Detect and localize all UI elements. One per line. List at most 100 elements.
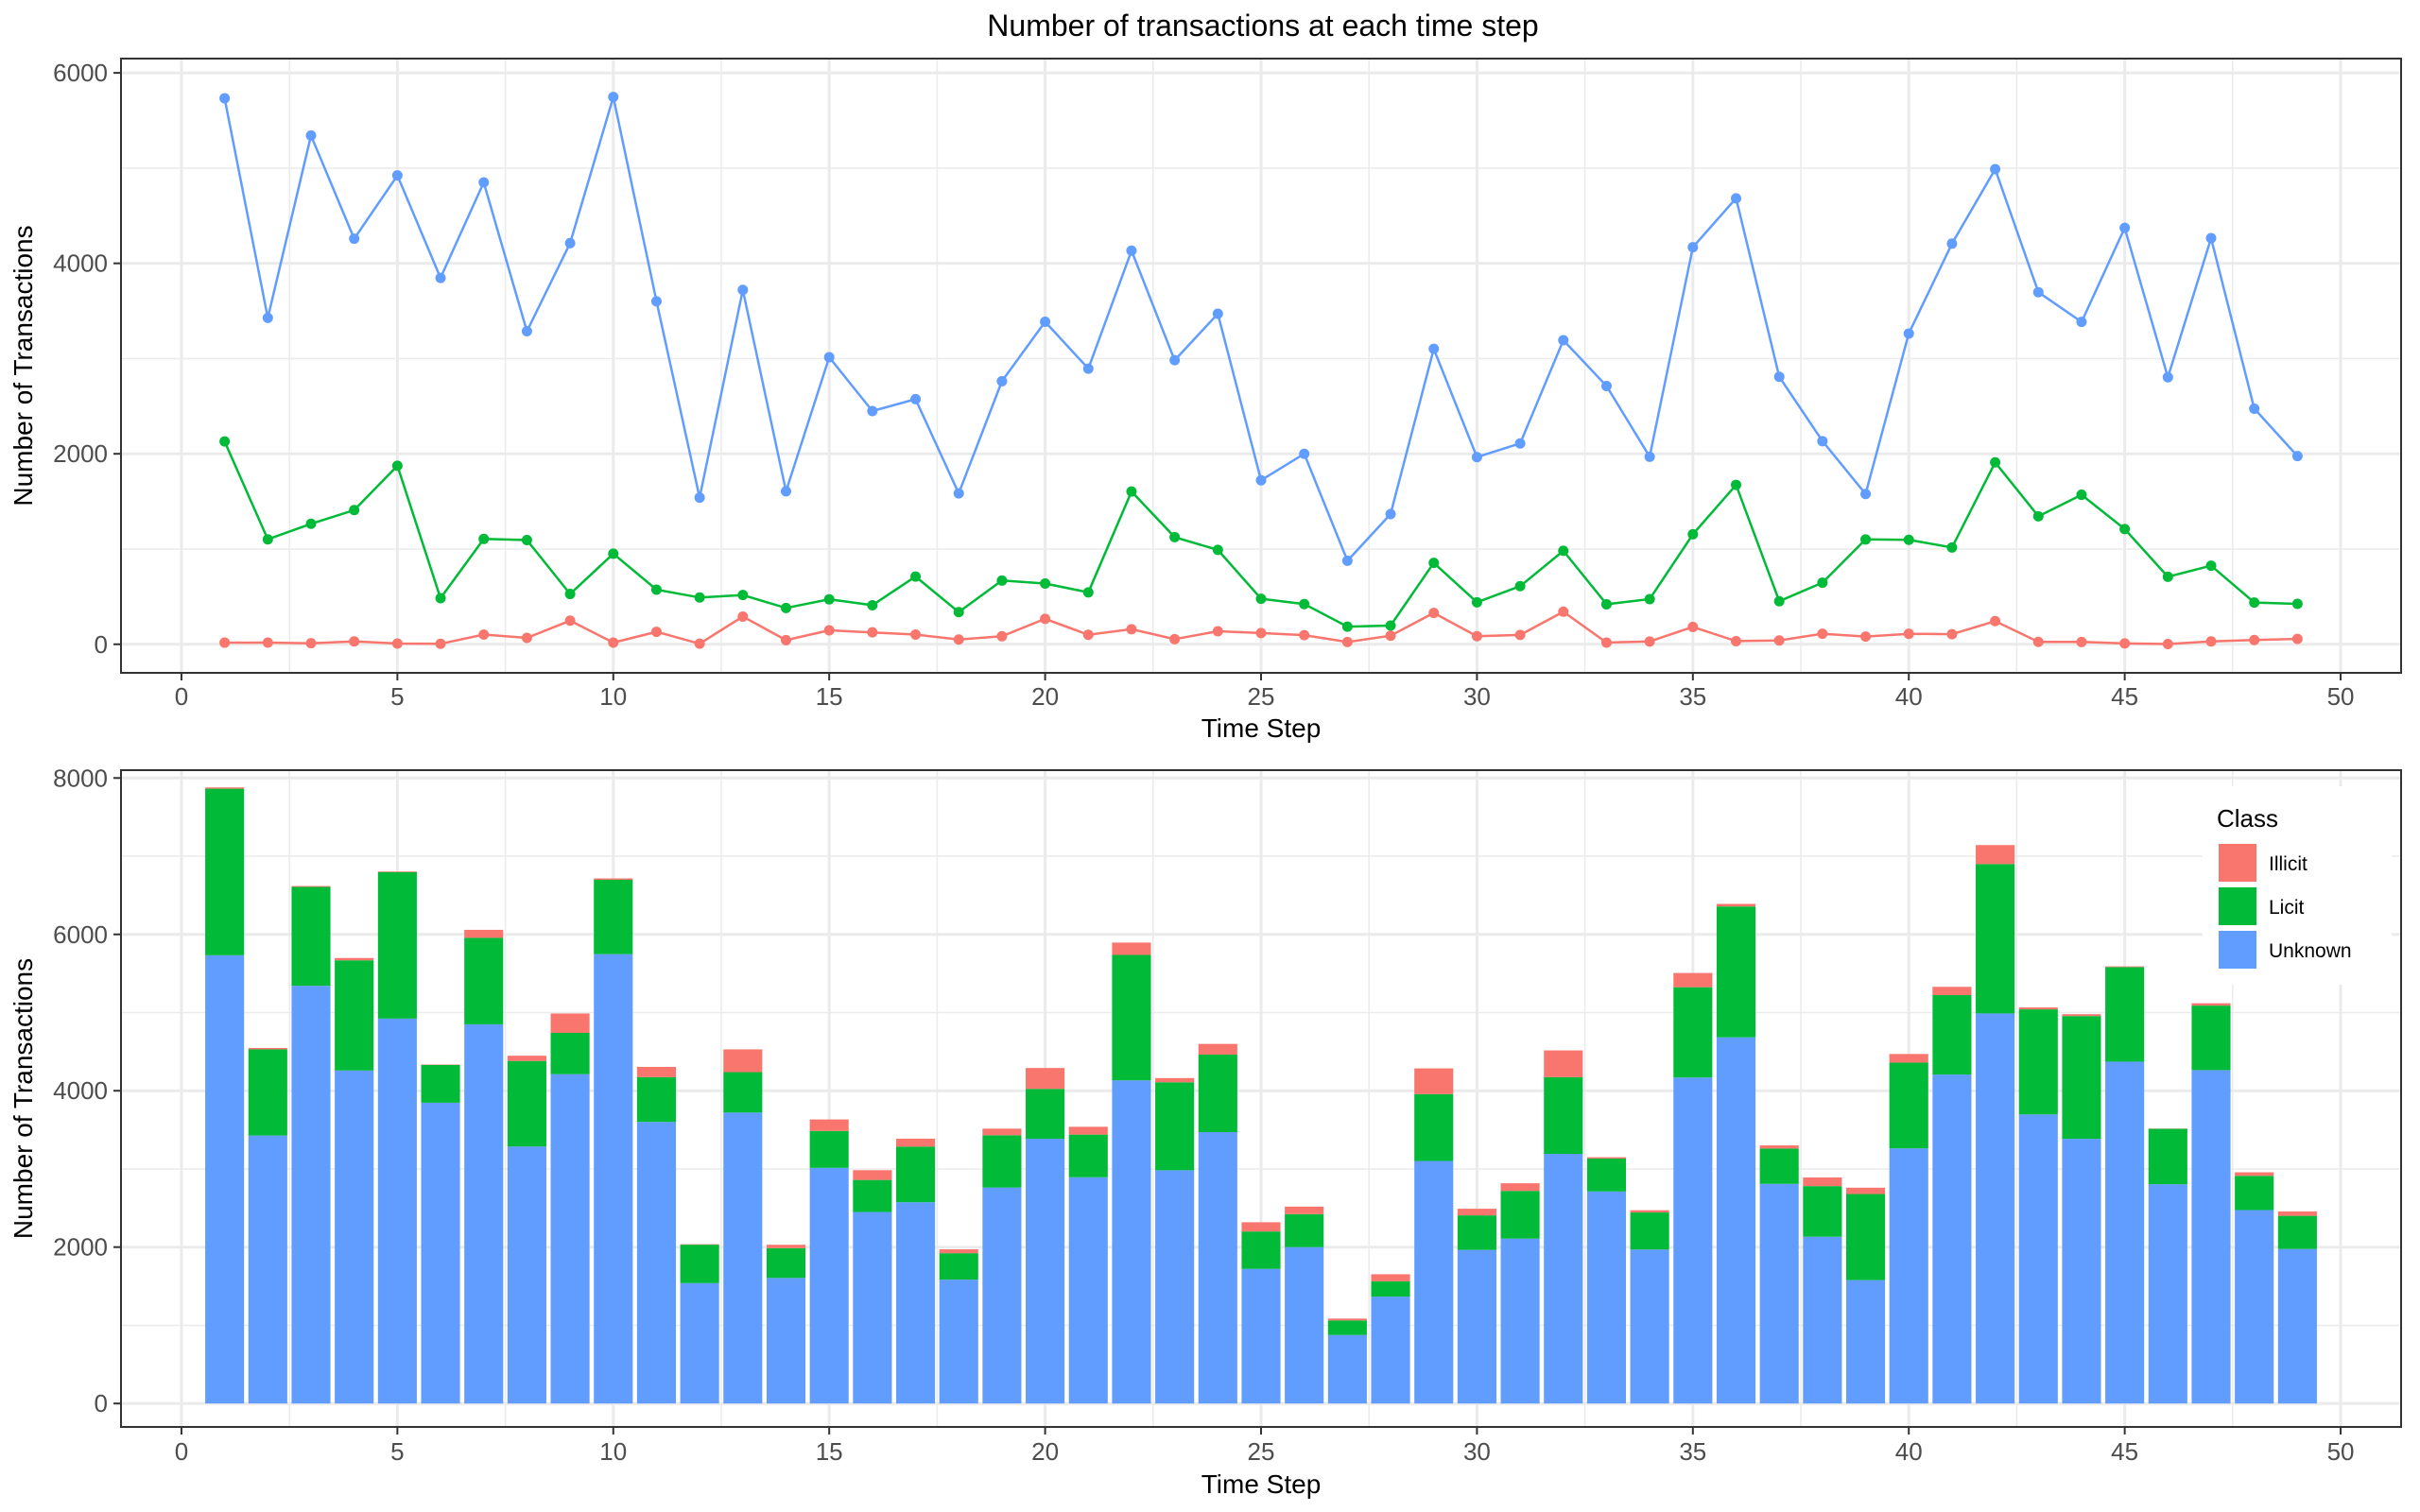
bar-segment-licit: [680, 1245, 719, 1283]
bar-segment-illicit: [723, 1049, 763, 1073]
bar-segment-licit: [895, 1146, 936, 1203]
bar-segment-unknown: [1630, 1249, 1669, 1404]
bar-segment-unknown: [1112, 1080, 1151, 1404]
data-point-unknown: [435, 272, 446, 284]
data-point-unknown: [1773, 371, 1785, 383]
data-point-licit: [1558, 545, 1569, 557]
bar-segment-licit: [1241, 1231, 1281, 1269]
data-point-licit: [521, 535, 532, 546]
bar-segment-unknown: [1803, 1236, 1842, 1404]
bar-segment-licit: [377, 871, 417, 1019]
bar-segment-illicit: [895, 1138, 936, 1147]
data-point-unknown: [1860, 489, 1872, 500]
data-point-unknown: [391, 170, 403, 181]
data-point-illicit: [1514, 629, 1526, 641]
bar-segment-licit: [594, 879, 633, 954]
bar-segment-licit: [1803, 1186, 1842, 1237]
bar-chart-y-tick-label: 4000: [53, 1076, 108, 1105]
bar-chart-y-tick-label: 8000: [53, 764, 108, 792]
data-point-unknown: [1514, 438, 1526, 449]
bar-segment-licit: [1198, 1055, 1237, 1132]
legend-label-unknown: Unknown: [2269, 940, 2352, 962]
data-point-unknown: [1082, 363, 1094, 374]
bar-segment-licit: [2277, 1215, 2317, 1249]
bar-chart-x-tick-label: 45: [2111, 1437, 2138, 1466]
data-point-unknown: [996, 375, 1008, 387]
legend-label-illicit: Illicit: [2269, 853, 2308, 875]
bar-segment-licit: [507, 1060, 546, 1147]
bar-segment-unknown: [1457, 1249, 1496, 1404]
data-point-illicit: [1687, 621, 1699, 632]
data-point-illicit: [262, 637, 273, 648]
line-chart-y-tick-label: 2000: [53, 439, 108, 468]
bar-segment-licit: [1327, 1320, 1367, 1335]
data-point-illicit: [737, 610, 749, 622]
bar-segment-licit: [1112, 954, 1151, 1081]
bar-segment-unknown: [2148, 1184, 2187, 1404]
bar-segment-licit: [2148, 1128, 2187, 1185]
data-point-licit: [2205, 560, 2217, 572]
legend: Class Illicit Licit Unknown: [2203, 786, 2392, 985]
bar-segment-illicit: [1544, 1050, 1583, 1077]
bar-segment-unknown: [335, 1070, 374, 1404]
bar-segment-illicit: [766, 1245, 806, 1248]
bar-segment-illicit: [2191, 1003, 2231, 1006]
bar-chart-y-axis-label: Number of Transactions: [9, 958, 38, 1239]
data-point-illicit: [1600, 637, 1612, 648]
bar-segment-illicit: [2062, 1014, 2101, 1017]
bar-segment-illicit: [1457, 1209, 1496, 1216]
data-point-unknown: [1341, 555, 1353, 566]
data-point-illicit: [564, 615, 576, 627]
data-point-licit: [1385, 620, 1396, 631]
line-chart-x-tick-label: 0: [175, 682, 188, 711]
data-point-licit: [219, 436, 231, 447]
bar-segment-illicit: [1759, 1145, 1799, 1149]
bar-chart-x-tick-label: 35: [1679, 1437, 1706, 1466]
data-point-licit: [1644, 593, 1655, 605]
data-point-unknown: [867, 405, 878, 417]
bar-segment-licit: [205, 788, 245, 955]
data-point-licit: [781, 602, 791, 613]
bar-segment-illicit: [853, 1170, 892, 1180]
bar-segment-illicit: [1155, 1077, 1195, 1083]
bar-segment-licit: [2105, 967, 2145, 1062]
bar-segment-licit: [766, 1247, 806, 1279]
data-point-illicit: [1946, 628, 1958, 640]
bar-segment-unknown: [1327, 1334, 1367, 1404]
line-chart-x-tick-label: 10: [599, 682, 627, 711]
bar-segment-illicit: [1630, 1210, 1669, 1213]
bar-segment-licit: [421, 1064, 460, 1103]
bar-chart-x-tick-label: 50: [2327, 1437, 2355, 1466]
data-point-unknown: [349, 233, 360, 245]
data-point-unknown: [2119, 222, 2131, 233]
data-point-illicit: [1428, 608, 1440, 619]
bar-segment-illicit: [594, 878, 633, 880]
bar-segment-licit: [291, 886, 331, 987]
data-point-illicit: [1040, 613, 1051, 625]
bar-segment-unknown: [2191, 1070, 2231, 1404]
bar-segment-illicit: [2105, 966, 2145, 968]
bar-segment-illicit: [1198, 1043, 1237, 1056]
bar-segment-licit: [982, 1135, 1022, 1188]
data-point-licit: [1212, 544, 1223, 556]
bar-segment-licit: [550, 1033, 590, 1074]
data-point-illicit: [1990, 615, 2001, 627]
data-point-illicit: [2162, 638, 2173, 649]
bar-segment-unknown: [1500, 1238, 1540, 1404]
data-point-unknown: [305, 129, 317, 141]
data-point-illicit: [608, 637, 619, 648]
bar-segment-illicit: [550, 1013, 590, 1033]
bar-segment-licit: [1716, 906, 1756, 1038]
data-point-unknown: [1428, 343, 1440, 354]
data-point-illicit: [2032, 636, 2044, 647]
bar-segment-illicit: [335, 957, 374, 961]
bar-segment-illicit: [1371, 1274, 1410, 1281]
data-point-illicit: [1731, 635, 1741, 646]
bar-segment-unknown: [594, 954, 633, 1404]
data-point-unknown: [1385, 508, 1396, 520]
bar-segment-illicit: [809, 1119, 849, 1131]
bar-segment-unknown: [939, 1280, 978, 1404]
data-point-illicit: [1644, 636, 1655, 647]
data-point-unknown: [1817, 436, 1828, 447]
